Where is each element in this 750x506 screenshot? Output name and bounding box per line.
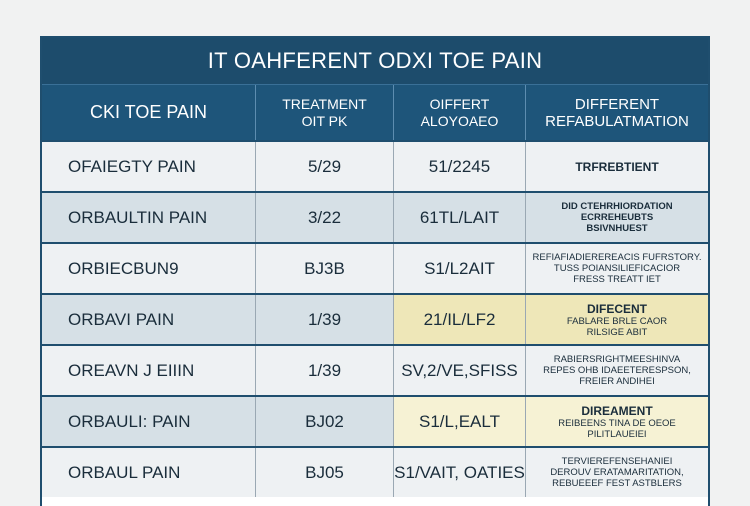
row-rehab-line: DIFECENT — [587, 301, 647, 316]
header-col-condition: CKI TOE PAIN — [42, 85, 256, 140]
row-condition-cell: ORBAUL PAIN — [42, 448, 256, 497]
row-rehab-cell: DIFECENT FABLARE BRLE CAOR RILSIGE ABIT — [526, 295, 708, 344]
row-rehab-line: FABLARE BRLE CAOR — [566, 315, 668, 327]
table-row: ORBAULTIN PAIN 3/22 61TL/LAIT DID CTEHRHIOR… — [42, 191, 708, 242]
table-row: ORBAVI PAIN 1/39 21/IL/LF2 DIFECENT FABLARE … — [42, 293, 708, 344]
row-rehab-line: REBUEEEF FEST ASTBLERS — [552, 478, 682, 489]
row-rehab-cell: REFIAFIADIEREREACIS FUFRSTORY. TUSS POIAN… — [526, 244, 708, 293]
table-header-row: CKI TOE PAIN TREATMENT OIT PK OIFFERT AL… — [42, 84, 708, 140]
row-condition-cell: OFAIEGTY PAIN — [42, 142, 256, 191]
table-row: ORBAUL PAIN BJ05 S1/VAIT, OATIES TERVIEREFE… — [42, 446, 708, 497]
row-treatment-cell: 1/39 — [256, 295, 394, 344]
header-col-condition-label: CKI TOE PAIN — [89, 102, 208, 122]
row-condition-cell: ORBIECBUN9 — [42, 244, 256, 293]
toe-pain-table: IT OAHFERENT ODXI TOE PAIN CKI TOE PAIN … — [40, 36, 710, 506]
header-col-treatment: TREATMENT OIT PK — [256, 85, 394, 140]
row-rehab-line: FREIER ANDIHEI — [579, 376, 655, 387]
row-rehab-cell: RABIERSRIGHTMEESHINVA REPES OHB IDAEETERE… — [526, 346, 708, 395]
row-rehab-cell: TRFREBTIENT — [526, 142, 708, 191]
row-other-cell: S1/L2AIT — [394, 244, 526, 293]
row-treatment-cell: BJ05 — [256, 448, 394, 497]
row-other-cell: 21/IL/LF2 — [394, 295, 526, 344]
row-rehab-line: REFIAFIADIEREREACIS FUFRSTORY. — [532, 252, 702, 263]
row-treatment-cell: BJ3B — [256, 244, 394, 293]
row-rehab-line: DID CTEHRHIORDATION — [561, 201, 673, 212]
row-rehab-line: REPES OHB IDAEETERESPSON, — [543, 365, 691, 376]
row-treatment-cell: 5/29 — [256, 142, 394, 191]
row-other-cell: S1/VAIT, OATIES — [394, 448, 526, 497]
row-rehab-line: TUSS POIANSILIEFICACIOR — [553, 263, 681, 274]
row-treatment-cell: BJ02 — [256, 397, 394, 446]
row-rehab-line: RILSIGE ABIT — [586, 326, 648, 338]
header-col-rehab: DIFFERENT REFABULATMATION — [526, 85, 708, 140]
table-row: ORBIECBUN9 BJ3B S1/L2AIT REFIAFIADIEREREACI… — [42, 242, 708, 293]
row-other-cell: 61TL/LAIT — [394, 193, 526, 242]
row-rehab-cell: DID CTEHRHIORDATION ECRREHEUBTS BSIVNHUEST — [526, 193, 708, 242]
row-rehab-line: PILITLAUEIEI — [587, 428, 647, 440]
row-rehab-line: BSIVNHUEST — [586, 223, 648, 234]
row-rehab-cell: TERVIEREFENSEHANIEI DEROUV ERATAMARITATIO… — [526, 448, 708, 497]
header-col-treatment-line2: OIT PK — [301, 112, 348, 129]
header-col-other-line1: OIFFERT — [429, 95, 490, 112]
table-title: IT OAHFERENT ODXI TOE PAIN — [42, 38, 708, 84]
table-row: OREAVN J EIIIN 1/39 SV,2/VE,SFISS RABIERSRI… — [42, 344, 708, 395]
row-rehab-line: TRFREBTIENT — [575, 159, 659, 174]
header-col-rehab-line1: DIFFERENT — [574, 95, 660, 113]
row-rehab-line: TERVIEREFENSEHANIEI — [561, 456, 673, 467]
row-rehab-line: ECRREHEUBTS — [580, 212, 654, 223]
row-rehab-line: DIREAMENT — [581, 403, 653, 418]
row-rehab-line: FRESS TREATT IET — [573, 274, 661, 285]
header-col-other: OIFFERT ALOYOAEO — [394, 85, 526, 140]
row-rehab-line: REIBEENS TINA DE OEOE — [558, 417, 676, 429]
row-condition-cell: ORBAULTIN PAIN — [42, 193, 256, 242]
row-rehab-cell: DIREAMENT REIBEENS TINA DE OEOE PILITLAUEI… — [526, 397, 708, 446]
row-condition-cell: OREAVN J EIIIN — [42, 346, 256, 395]
header-col-rehab-line2: REFABULATMATION — [545, 112, 689, 130]
row-treatment-cell: 3/22 — [256, 193, 394, 242]
row-other-cell: 51/2245 — [394, 142, 526, 191]
table-row: ORBAULI: PAIN BJ02 S1/L,EALT DIREAMENT REIBE… — [42, 395, 708, 446]
row-rehab-line: RABIERSRIGHTMEESHINVA — [553, 354, 681, 365]
row-other-cell: S1/L,EALT — [394, 397, 526, 446]
table-row: OFAIEGTY PAIN 5/29 51/2245 TRFREBTIENT — [42, 140, 708, 191]
table-body: OFAIEGTY PAIN 5/29 51/2245 TRFREBTIENT ORBAU… — [42, 140, 708, 497]
row-condition-cell: ORBAULI: PAIN — [42, 397, 256, 446]
header-col-other-line2: ALOYOAEO — [420, 112, 499, 129]
row-other-cell: SV,2/VE,SFISS — [394, 346, 526, 395]
row-condition-cell: ORBAVI PAIN — [42, 295, 256, 344]
row-treatment-cell: 1/39 — [256, 346, 394, 395]
header-col-treatment-line1: TREATMENT — [282, 95, 367, 112]
row-rehab-line: DEROUV ERATAMARITATION, — [550, 467, 684, 478]
